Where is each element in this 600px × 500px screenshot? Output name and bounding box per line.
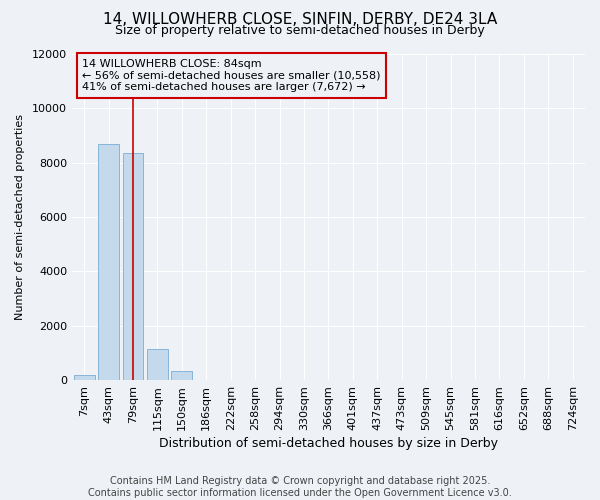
Text: 14 WILLOWHERB CLOSE: 84sqm
← 56% of semi-detached houses are smaller (10,558)
41: 14 WILLOWHERB CLOSE: 84sqm ← 56% of semi…: [82, 59, 380, 92]
Bar: [122, 153, 143, 380]
Text: 14, WILLOWHERB CLOSE, SINFIN, DERBY, DE24 3LA: 14, WILLOWHERB CLOSE, SINFIN, DERBY, DE2…: [103, 12, 497, 28]
Text: Contains HM Land Registry data © Crown copyright and database right 2025.
Contai: Contains HM Land Registry data © Crown c…: [88, 476, 512, 498]
Text: Size of property relative to semi-detached houses in Derby: Size of property relative to semi-detach…: [115, 24, 485, 37]
Bar: [98, 144, 119, 380]
Bar: [147, 349, 168, 380]
Bar: [172, 371, 192, 380]
X-axis label: Distribution of semi-detached houses by size in Derby: Distribution of semi-detached houses by …: [159, 437, 498, 450]
Bar: [74, 374, 95, 380]
Y-axis label: Number of semi-detached properties: Number of semi-detached properties: [15, 114, 25, 320]
